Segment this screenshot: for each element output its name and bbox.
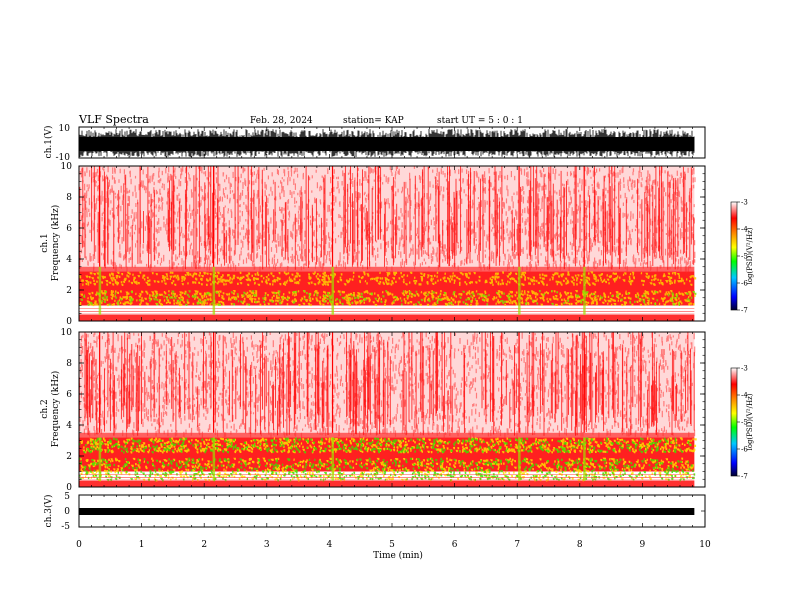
- figure-title: VLF Spectra: [78, 113, 149, 126]
- spec-ytick-label: 4: [66, 421, 72, 431]
- time-tick-label: 3: [264, 540, 270, 550]
- time-tick-label: 2: [201, 540, 207, 550]
- ch1-ytick-top: 10: [59, 124, 71, 134]
- time-tick-label: 8: [577, 540, 583, 550]
- ch2-spectrogram-axis: 0 2 4 6 8 10: [61, 328, 706, 493]
- ch2-spec-ylabel-freq: Frequency (kHz): [50, 371, 61, 448]
- start-time-label: start UT = 5 : 0 : 1: [437, 116, 523, 126]
- colorbar-tick-label: -7: [741, 307, 748, 315]
- colorbar-gradient: [730, 201, 738, 311]
- colorbar-tick-label: -5: [741, 253, 748, 261]
- ch1-waveform-ticks: [78, 127, 706, 158]
- ch3-ytick-bottom: -5: [61, 522, 70, 532]
- ch1-colorbar: -3 -4 -5 -6 -7 log(PSD)(V²/Hz): [730, 199, 754, 315]
- time-tick-label: 5: [389, 540, 395, 550]
- time-tick-label: 9: [640, 540, 646, 550]
- time-tick-label: 1: [139, 540, 145, 550]
- ch3-waveform-trace: [79, 508, 695, 515]
- spec-ytick-label: 8: [66, 193, 72, 203]
- station-label: station= KAP: [343, 116, 404, 126]
- ch2-colorbar: -3 -4 -5 -6 -7 log(PSD)(V²/Hz): [730, 365, 754, 481]
- spec-ytick-label: 6: [66, 390, 72, 400]
- spec-ytick-label: 2: [66, 286, 72, 296]
- colorbar-tick-label: -4: [741, 392, 748, 400]
- spec-ytick-label: 10: [61, 162, 73, 172]
- spec-ytick-label: 0: [66, 317, 72, 327]
- colorbar-label: log(PSD)(V²/Hz): [746, 393, 754, 450]
- ch1-waveform-trace: [78, 129, 695, 157]
- colorbar-tick-label: -3: [741, 199, 748, 207]
- colorbar-tick-label: -3: [741, 365, 748, 373]
- ch1-spectrogram-panel: 0 2 4 6 8 10 ch.1 Frequency (kHz) -3 -4 -5 -6 -7 l…: [40, 162, 754, 327]
- colorbar-tick-label: -7: [741, 473, 748, 481]
- spec-ytick-label: 6: [66, 224, 72, 234]
- ch2-spectrogram-image: [78, 332, 697, 487]
- ch1-spectrogram-image: [79, 166, 697, 321]
- ch2-spectrogram-panel: 0 2 4 6 8 10 ch.2 Frequency (kHz) -3 -4 -5 -6 -7 l…: [40, 328, 754, 493]
- colorbar-tick-label: -6: [741, 280, 748, 288]
- date-label: Feb. 28, 2024: [250, 116, 313, 126]
- ch1-waveform-panel: 10 -10 ch.1(V): [43, 124, 706, 163]
- time-tick-label: 7: [514, 540, 520, 550]
- ch3-waveform-panel: 5 0 -5 ch.3(V) 0 1 2 3 4 5 6 7 8 9 10 Time (min): [43, 492, 711, 561]
- time-tick-label: 4: [327, 540, 333, 550]
- colorbar-tick-label: -5: [741, 419, 748, 427]
- ch3-waveform-ticks: [78, 495, 706, 527]
- spec-ytick-label: 8: [66, 359, 72, 369]
- colorbar-label: log(PSD)(V²/Hz): [746, 227, 754, 284]
- spec-ytick-label: 10: [61, 328, 73, 338]
- time-axis-label: Time (min): [373, 550, 423, 561]
- spec-ytick-label: 2: [66, 452, 72, 462]
- ch1-ytick-bottom: -10: [56, 153, 71, 163]
- spec-ytick-label: 0: [66, 483, 72, 493]
- ch1-ylabel: ch.1(V): [43, 126, 54, 159]
- colorbar-tick-label: -4: [741, 226, 748, 234]
- ch2-spec-ylabel-ch: ch.2: [40, 399, 50, 418]
- time-tick-label: 10: [699, 540, 711, 550]
- ch1-spec-ylabel-freq: Frequency (kHz): [50, 205, 61, 282]
- ch1-spec-ylabel-ch: ch.1: [40, 233, 50, 252]
- ch3-ytick-mid: 0: [64, 507, 70, 517]
- ch1-spectrogram-axis: 0 2 4 6 8 10: [61, 162, 706, 327]
- time-tick-label: 6: [452, 540, 458, 550]
- colorbar-tick-label: -6: [741, 446, 748, 454]
- time-axis: 0 1 2 3 4 5 6 7 8 9 10: [76, 494, 711, 550]
- spec-ytick-label: 4: [66, 255, 72, 265]
- ch3-ylabel: ch.3(V): [43, 495, 54, 528]
- ch3-ytick-top: 5: [64, 492, 70, 502]
- time-tick-label: 0: [76, 540, 82, 550]
- colorbar-gradient: [730, 367, 738, 477]
